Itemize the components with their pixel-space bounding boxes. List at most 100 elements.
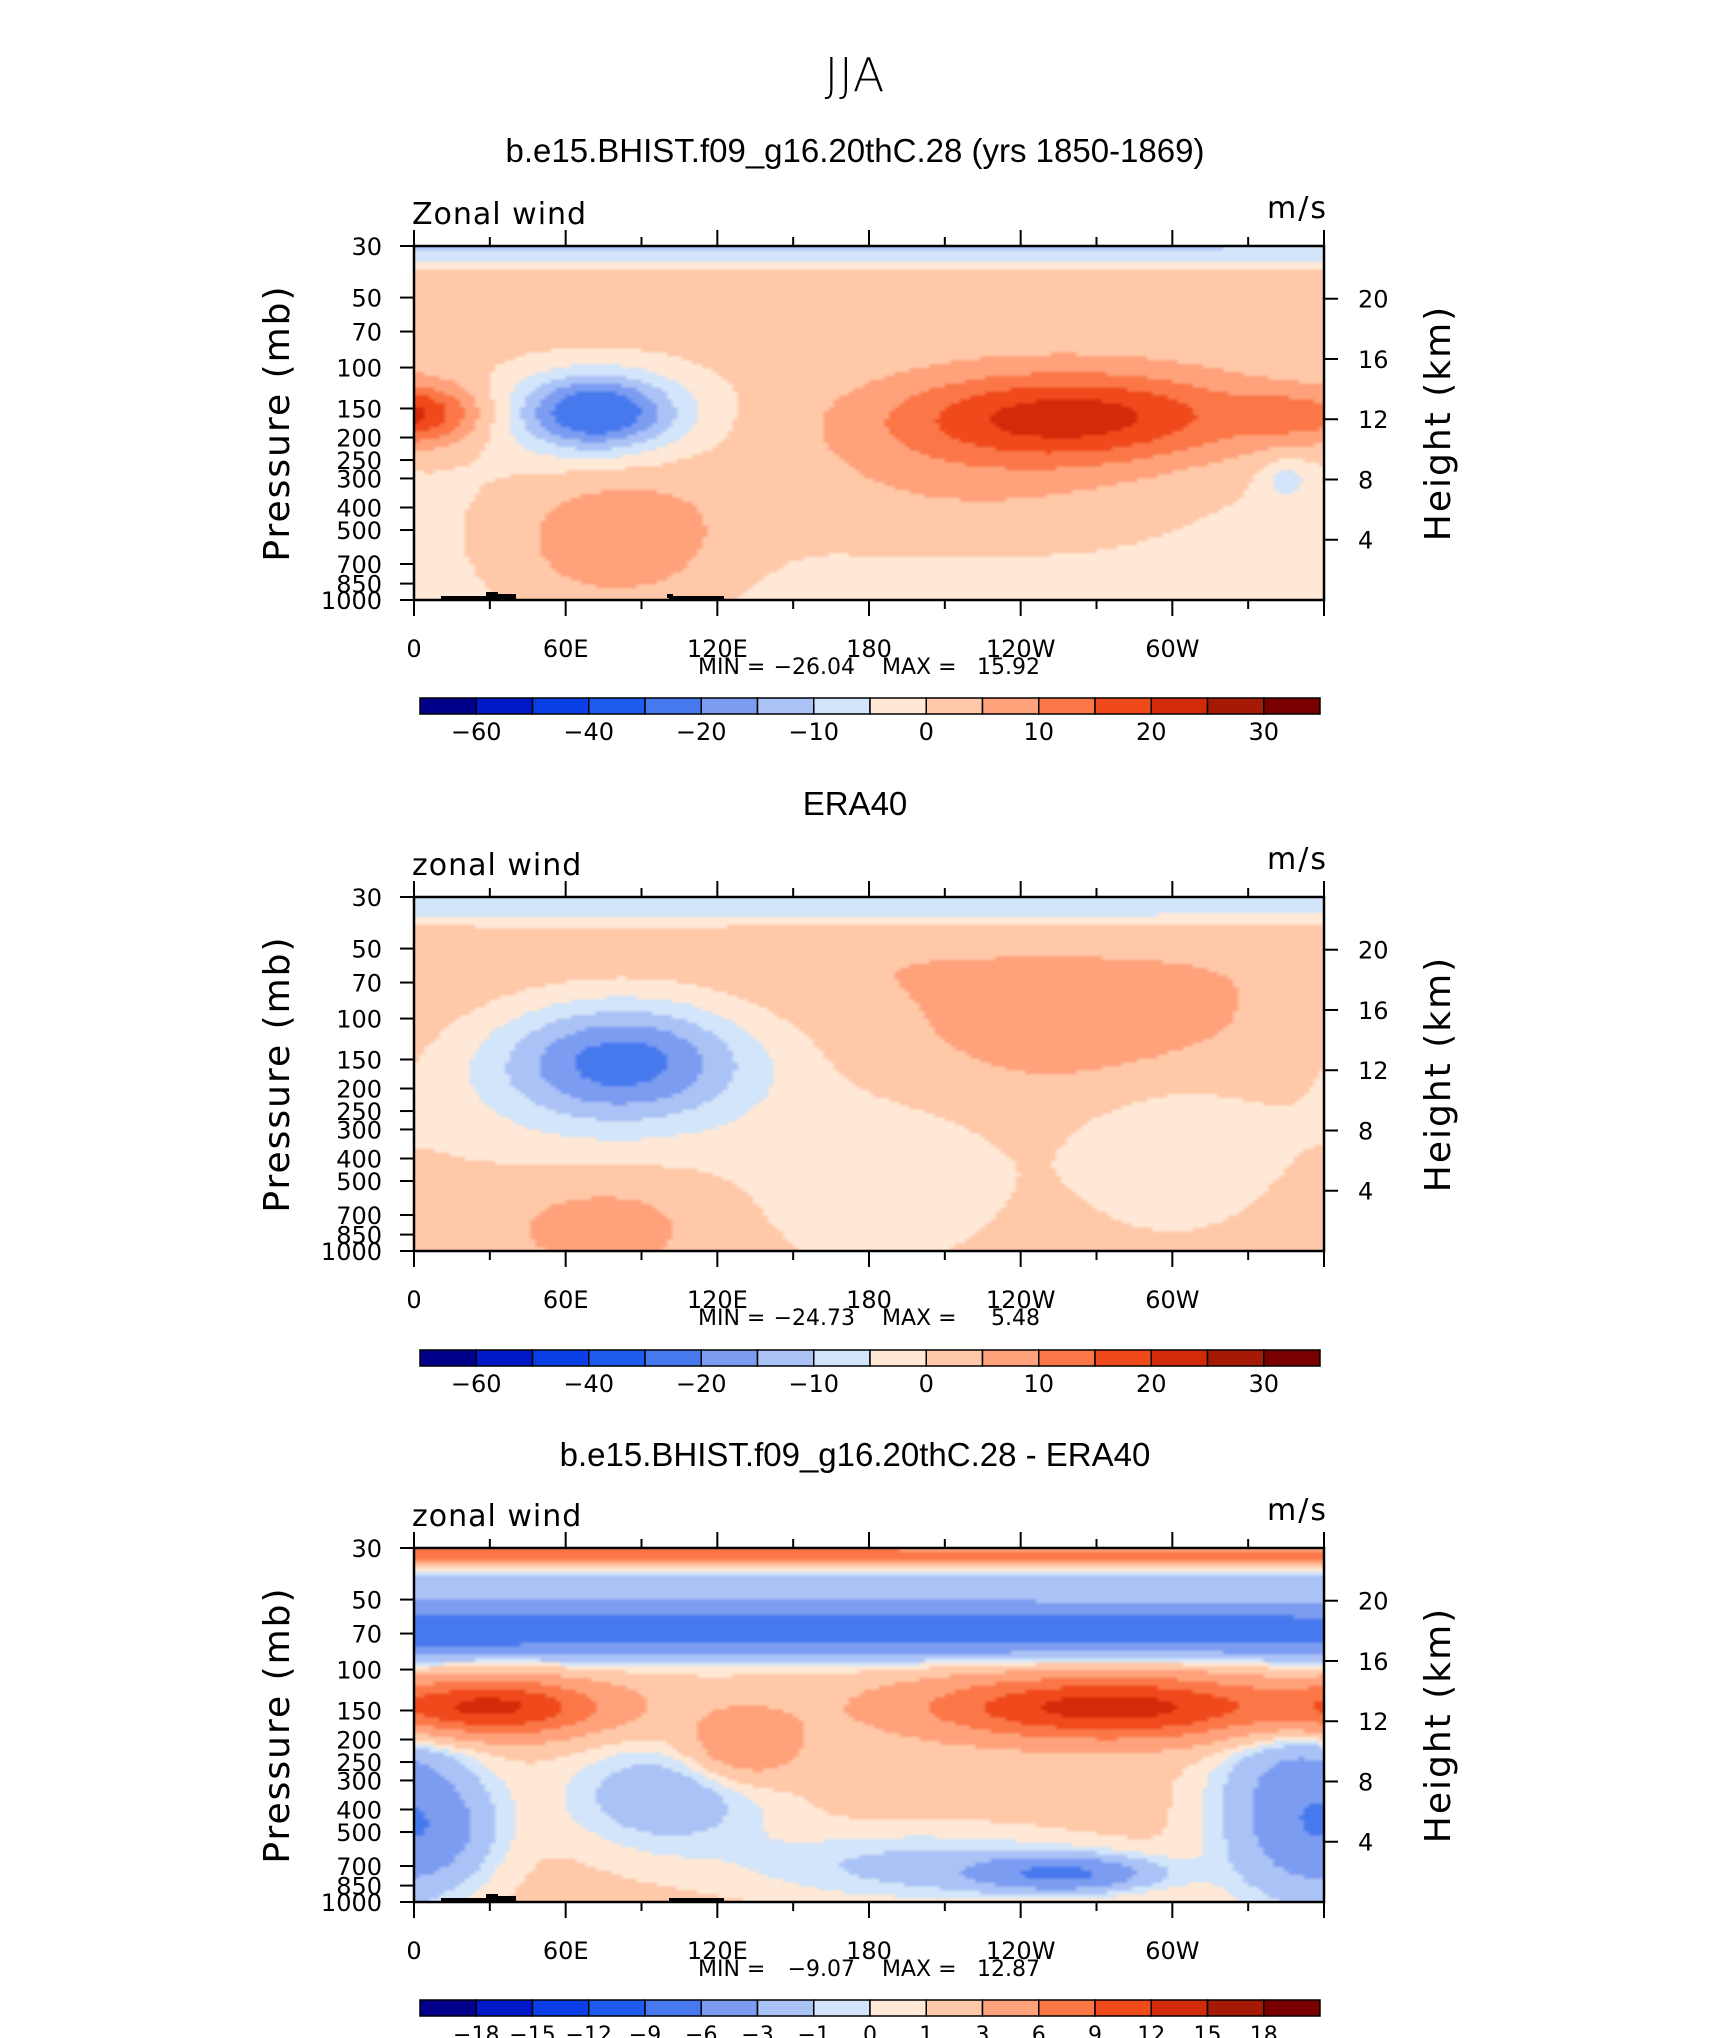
max-label: MAX = bbox=[882, 655, 957, 680]
x-tick-label: 120E bbox=[687, 635, 748, 663]
colorbar-swatch bbox=[756, 1999, 815, 2017]
x-tick-label: 0 bbox=[406, 1937, 421, 1965]
colorbar-label: −60 bbox=[451, 1370, 502, 1398]
colorbar-swatch bbox=[869, 1349, 927, 1367]
min-label: MIN = bbox=[698, 1957, 765, 1982]
y-tick-label: 500 bbox=[336, 517, 382, 545]
x-tick-label: 60W bbox=[1145, 1286, 1199, 1314]
contour-panel-2: 0 60E 120E 180 120W 60W3050701001502002503004… bbox=[257, 842, 1459, 1331]
y2-tick-label: 8 bbox=[1358, 1768, 1373, 1796]
y-tick-label: 700 bbox=[336, 1853, 382, 1881]
topography-bar bbox=[669, 596, 724, 600]
y-tick-label: 250 bbox=[336, 447, 382, 475]
contour-fill-2 bbox=[414, 897, 1324, 1251]
units-label: m/s bbox=[1267, 191, 1328, 226]
y-tick-label: 30 bbox=[351, 884, 382, 912]
y2-tick-label: 16 bbox=[1358, 346, 1389, 374]
y-tick-label: 100 bbox=[336, 1657, 382, 1685]
y2-axis-label: Height (km) bbox=[1418, 305, 1459, 541]
min-value: −26.04 bbox=[774, 655, 855, 680]
y-tick-label: 70 bbox=[351, 319, 382, 347]
colorbar-swatch bbox=[925, 697, 984, 715]
colorbar-label: 30 bbox=[1248, 1370, 1279, 1398]
min-value: −24.73 bbox=[774, 1306, 855, 1331]
colorbar-swatch bbox=[644, 1999, 702, 2017]
colorbar-label: 0 bbox=[919, 1370, 934, 1398]
colorbar-swatch bbox=[981, 697, 1040, 715]
topography-bar bbox=[498, 1896, 516, 1902]
colorbar-label: −3 bbox=[741, 2023, 773, 2038]
y-tick-label: 200 bbox=[336, 1076, 382, 1104]
y2-tick-label: 4 bbox=[1358, 1178, 1373, 1206]
colorbar-label: 1 bbox=[919, 2023, 933, 2038]
colorbar-label: 12 bbox=[1137, 2023, 1165, 2038]
y-tick-label: 50 bbox=[351, 1587, 382, 1615]
x-tick-label: 60W bbox=[1145, 1937, 1199, 1965]
topography-bar bbox=[441, 596, 498, 600]
colorbar-swatch bbox=[1150, 1349, 1209, 1367]
colorbar-label: 9 bbox=[1088, 2023, 1102, 2038]
colorbar-swatch bbox=[419, 1349, 477, 1367]
y2-tick-label: 16 bbox=[1358, 1648, 1389, 1676]
y-tick-label: 500 bbox=[336, 1819, 382, 1847]
y-tick-label: 300 bbox=[336, 465, 382, 493]
colorbar-swatch bbox=[531, 1349, 590, 1367]
x-tick-label: 180 bbox=[846, 635, 892, 663]
colorbar-label: −20 bbox=[676, 1370, 727, 1398]
y-tick-label: 250 bbox=[336, 1098, 382, 1126]
y-tick-label: 150 bbox=[336, 1697, 382, 1725]
colorbar-swatch bbox=[588, 697, 646, 715]
max-value: 15.92 bbox=[977, 655, 1040, 680]
max-label: MAX = bbox=[882, 1957, 957, 1982]
y2-tick-label: 20 bbox=[1358, 1588, 1389, 1616]
y2-axis-label: Height (km) bbox=[1418, 956, 1459, 1192]
y2-tick-label: 4 bbox=[1358, 527, 1373, 555]
colorbar-swatch bbox=[644, 1349, 702, 1367]
y-tick-label: 1000 bbox=[321, 587, 382, 615]
colorbar-1: −60 −40 −20 −10 0 10 20 30 bbox=[419, 697, 1321, 746]
topography-bar bbox=[667, 594, 673, 598]
colorbar-swatch bbox=[869, 1999, 927, 2017]
contour-fill-1 bbox=[414, 246, 1324, 600]
x-tick-label: 180 bbox=[846, 1286, 892, 1314]
colorbar-label: −40 bbox=[563, 1370, 614, 1398]
colorbar-label: 3 bbox=[976, 2023, 990, 2038]
colorbar-label: −40 bbox=[563, 718, 614, 746]
colorbar-label: −20 bbox=[676, 718, 727, 746]
y-tick-label: 70 bbox=[351, 970, 382, 998]
colorbar-swatch bbox=[1094, 697, 1152, 715]
y-tick-label: 400 bbox=[336, 494, 382, 522]
y-tick-label: 250 bbox=[336, 1749, 382, 1777]
y2-tick-label: 20 bbox=[1358, 937, 1389, 965]
colorbar-label: −18 bbox=[453, 2023, 499, 2038]
units-label: m/s bbox=[1267, 842, 1328, 877]
y-tick-label: 1000 bbox=[321, 1238, 382, 1266]
y2-axis-label: Height (km) bbox=[1418, 1607, 1459, 1843]
colorbar-swatch bbox=[1038, 697, 1096, 715]
y2-tick-label: 20 bbox=[1358, 286, 1389, 314]
y-tick-label: 50 bbox=[351, 285, 382, 313]
x-tick-label: 180 bbox=[846, 1937, 892, 1965]
y-axis-label: Pressure (mb) bbox=[257, 935, 298, 1212]
colorbar-swatch bbox=[1038, 1999, 1096, 2017]
colorbar-label: −60 bbox=[451, 718, 502, 746]
colorbar-swatch bbox=[1094, 1999, 1152, 2017]
colorbar-swatch bbox=[925, 1349, 984, 1367]
colorbar-swatch bbox=[813, 1349, 871, 1367]
colorbar-swatch bbox=[756, 697, 815, 715]
units-label: m/s bbox=[1267, 1493, 1328, 1528]
x-tick-label: 120W bbox=[986, 1937, 1056, 1965]
contour-fill-3 bbox=[414, 1548, 1324, 1902]
colorbar-label: −10 bbox=[788, 1370, 839, 1398]
colorbar-swatch bbox=[981, 1999, 1040, 2017]
y-tick-label: 850 bbox=[336, 1873, 382, 1901]
colorbar-label: 20 bbox=[1136, 718, 1167, 746]
x-tick-label: 0 bbox=[406, 1286, 421, 1314]
y-tick-label: 100 bbox=[336, 355, 382, 383]
y-tick-label: 850 bbox=[336, 571, 382, 599]
colorbar-swatch bbox=[869, 697, 927, 715]
colorbar-swatch bbox=[700, 697, 759, 715]
colorbar-label: −1 bbox=[798, 2023, 830, 2038]
y2-tick-label: 12 bbox=[1358, 406, 1389, 434]
y-tick-label: 1000 bbox=[321, 1889, 382, 1917]
